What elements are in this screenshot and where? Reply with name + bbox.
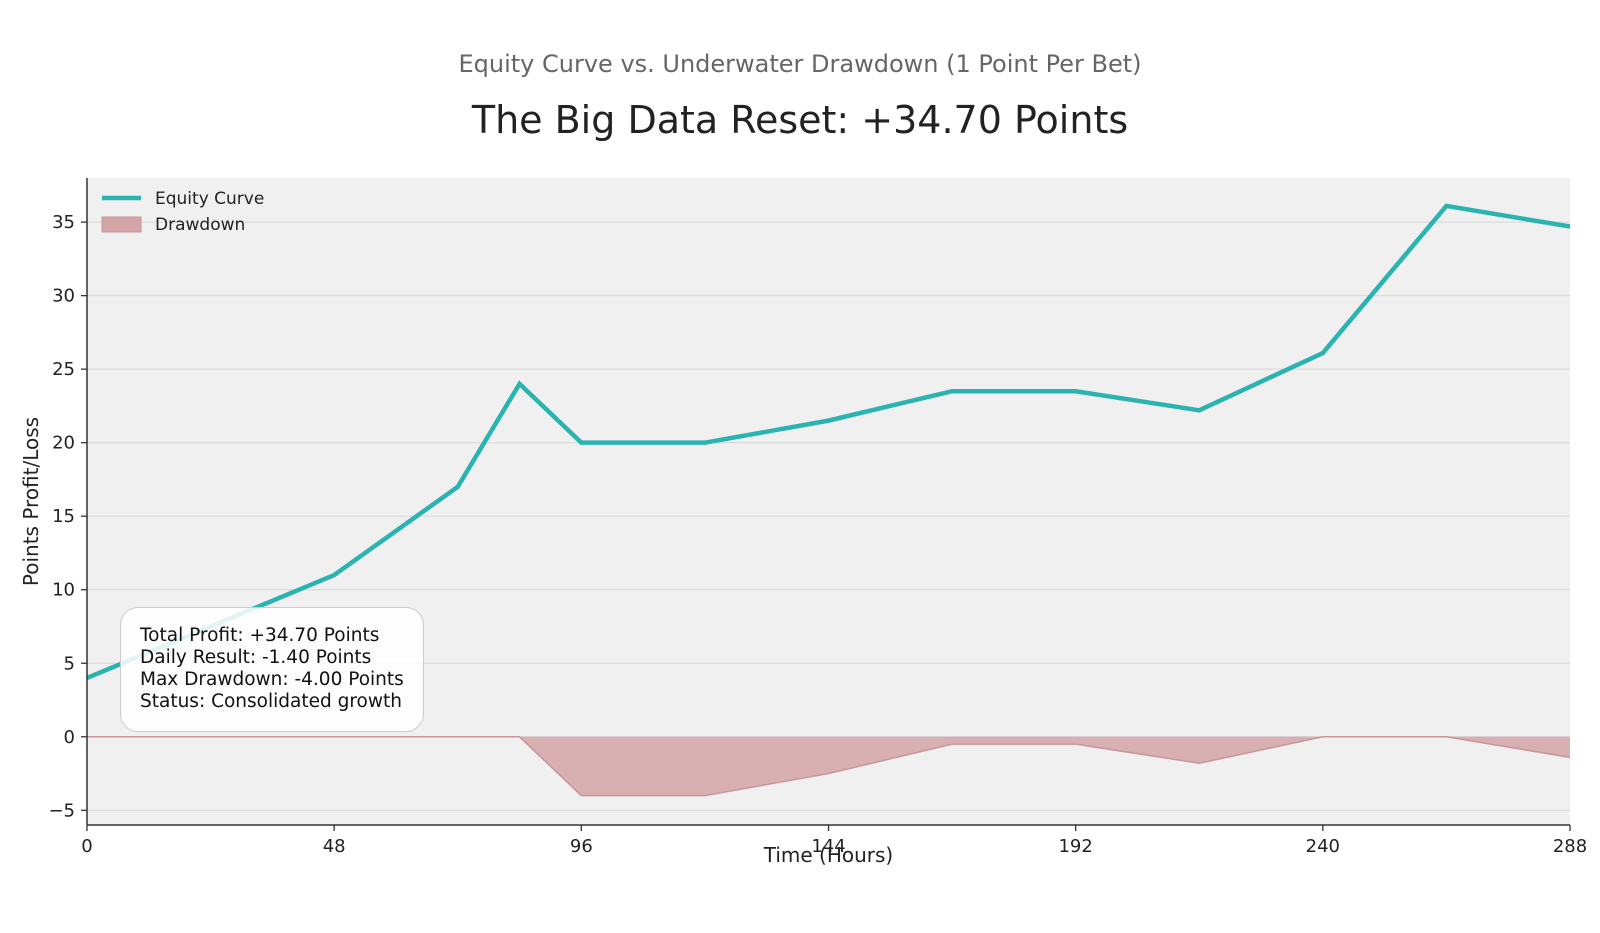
drawdown-edge: [87, 736, 1571, 797]
x-tick-label: 0: [81, 836, 92, 857]
y-tick-label: 5: [64, 653, 75, 674]
y-tick-label: 30: [52, 286, 75, 307]
x-tick-label: 240: [1306, 836, 1340, 857]
x-tick-label: 144: [811, 836, 845, 857]
chart-subtitle: Equity Curve vs. Underwater Drawdown (1 …: [458, 50, 1142, 78]
legend: Equity Curve Drawdown: [101, 189, 264, 235]
x-axis-label: Time (Hours): [763, 843, 894, 867]
drawdown-layer: [87, 736, 1571, 797]
y-tick-label: 10: [52, 580, 75, 601]
y-tick-label: 15: [52, 506, 75, 527]
y-axis-label: Points Profit/Loss: [19, 417, 43, 586]
y-tick-label: 35: [52, 212, 75, 233]
axes: 0 48 96 144 192 240 288 −5 0 5 10 15 20 25 30 35: [48, 178, 1587, 857]
stats-annotation-box: Total Profit: +34.70 Points Daily Result…: [120, 607, 424, 732]
y-tick-label: 25: [52, 359, 75, 380]
x-tick-label: 192: [1058, 836, 1092, 857]
x-tick-label: 48: [323, 836, 346, 857]
y-tick-label: 0: [64, 727, 75, 748]
drawdown-area: [87, 736, 1570, 796]
legend-swatch-drawdown: [101, 216, 142, 233]
x-tick-label: 96: [570, 836, 593, 857]
y-tick-label: 20: [52, 433, 75, 454]
x-tick-label: 288: [1553, 836, 1587, 857]
equity-layer: [86, 203, 1571, 681]
stat-status: Status: Consolidated growth: [140, 691, 402, 712]
chart-title: The Big Data Reset: +34.70 Points: [471, 98, 1129, 142]
legend-label-drawdown: Drawdown: [155, 215, 245, 235]
stat-max-drawdown: Max Drawdown: -4.00 Points: [140, 669, 404, 690]
stat-total-profit: Total Profit: +34.70 Points: [140, 625, 380, 646]
stat-daily-result: Daily Result: -1.40 Points: [140, 647, 372, 668]
y-tick-label: −5: [48, 800, 75, 821]
legend-label-equity: Equity Curve: [155, 189, 264, 209]
